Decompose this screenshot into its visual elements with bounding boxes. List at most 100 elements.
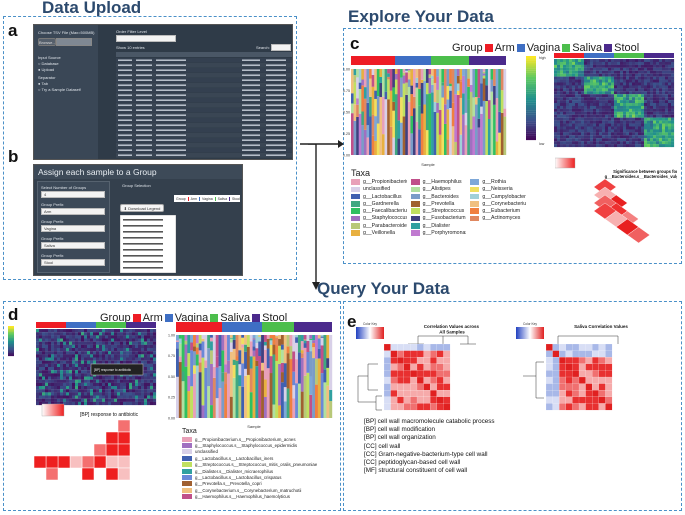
heatmap-cell [668,105,672,109]
browse-button[interactable]: Browse... [38,38,56,46]
legend-label-stool: Stool [614,42,640,54]
bar-segment [252,339,256,347]
heatmap-cell [650,108,654,112]
heatmap-cell [560,70,564,74]
heatmap-cell [147,370,151,374]
bar-segment [394,94,398,155]
heatmap-cell [638,135,642,139]
heatmap-cell [554,144,558,148]
heatmap-cell [596,70,600,74]
group-prefix-input-3[interactable]: Saliva [41,242,105,249]
bar-segment [278,335,282,340]
heatmap-cell [602,117,606,121]
heatmap-cell [129,398,133,402]
heatmap-cell [638,67,642,71]
color-low-label: low [539,142,545,146]
heatmap-cell [557,91,561,95]
heatmap-cell [123,341,127,345]
heatmap-cell [608,123,612,127]
heatmap-cell [123,344,127,349]
heatmap-cell [48,344,52,349]
sample-selection-list[interactable] [120,215,176,273]
heatmap-cell [578,141,582,145]
heatmap-cell [611,135,615,139]
heatmap-cell [554,76,558,80]
heatmap-cell [587,135,591,139]
correlation-cell [559,363,566,371]
heatmap-cell [60,354,64,358]
correlation-cell [443,370,451,378]
group-legend-title: Group [452,42,483,54]
bar-segment [477,118,481,128]
heatmap-cell [644,79,648,83]
separator-option-tab[interactable]: ● Tab [38,81,48,86]
filter-level-select[interactable] [116,35,176,42]
group-prefix-input-2[interactable]: Vagina [41,225,105,232]
heatmap-cell [641,129,645,133]
heatmap-cell [45,376,49,380]
heatmap-cell [620,91,624,95]
heatmap-cell [554,135,558,139]
heatmap-cell [111,382,115,387]
sample-list-item [123,243,163,245]
heatmap-cell [659,120,663,124]
heatmap-cell [629,73,633,77]
heatmap-cell [626,79,630,83]
heatmap-cell [144,335,148,339]
legend-label-vagina: Vagina [526,42,561,54]
heatmap-cell [668,114,672,118]
heatmap-cell [99,341,103,345]
select-number-label: Select Number of Groups [41,185,87,190]
heatmap-cell [147,395,151,399]
bar-segment [462,75,465,94]
bar-segment [263,349,267,380]
heatmap-cell [578,67,582,71]
heatmap-cell [584,105,588,109]
heatmap-cell [635,126,639,130]
heatmap-cell [659,123,663,127]
heatmap-cell [581,129,585,133]
heatmap-cell [51,351,55,355]
separator-option-sample[interactable]: ○ Try a Sample Dataset! [38,87,82,92]
heatmap-cell [557,135,561,139]
correlation-cell [565,403,573,411]
heatmap-cell [36,360,40,364]
group-number-input[interactable]: 4 [41,191,105,198]
heatmap-cell [81,395,85,399]
heatmap-cell [641,70,645,74]
heatmap-cell [623,129,627,133]
group-prefix-input-4[interactable]: Stool [41,259,105,266]
heatmap-cell [611,120,615,124]
correlation-cell [410,350,418,358]
sample-list-item [123,261,163,263]
source-option-upload[interactable]: ● Upload [38,67,55,72]
heatmap-cell [644,144,648,148]
source-option-database[interactable]: ○ Database [38,61,59,66]
heatmap-cell [102,386,106,390]
abundance-heatmap-c: high low [526,53,675,148]
group-prefix-input-1[interactable]: Arm [41,208,105,215]
group-number-value: 4 [44,192,47,197]
heatmap-cell [129,329,133,333]
heatmap-cell [150,398,154,402]
heatmap-cell [572,138,576,142]
table-cell [266,104,286,106]
heatmap-cell [626,120,630,124]
bar-segment [387,73,390,77]
show-entries[interactable]: Show 10 entries [116,45,145,50]
download-legend-button[interactable]: ⬇ Download Legend [120,204,164,212]
heatmap-cell [602,114,606,118]
heatmap-cell [69,341,73,345]
bar-segment [358,88,362,114]
heatmap-cell [599,144,603,148]
heatmap-cell [42,373,46,377]
bar-segment [498,132,502,155]
file-path-input[interactable] [56,38,92,46]
bar-segment [402,69,406,73]
table-row [116,93,292,98]
heatmap-cell [96,386,100,390]
correlation-cell [592,357,599,364]
search-input[interactable] [271,44,291,51]
correlation-cell [416,343,424,351]
heatmap-cell [87,401,91,406]
